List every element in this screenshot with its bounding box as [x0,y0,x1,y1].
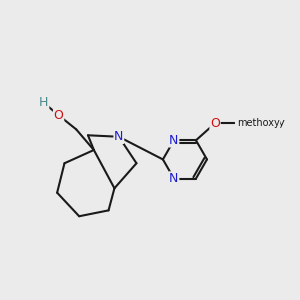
Text: H: H [39,96,49,110]
Text: N: N [114,130,124,143]
Text: methoxy: methoxy [236,118,284,128]
Text: N: N [169,172,178,185]
Text: O: O [210,117,220,130]
Text: methoxy: methoxy [237,118,280,128]
Text: O: O [54,109,64,122]
Text: N: N [169,134,178,147]
